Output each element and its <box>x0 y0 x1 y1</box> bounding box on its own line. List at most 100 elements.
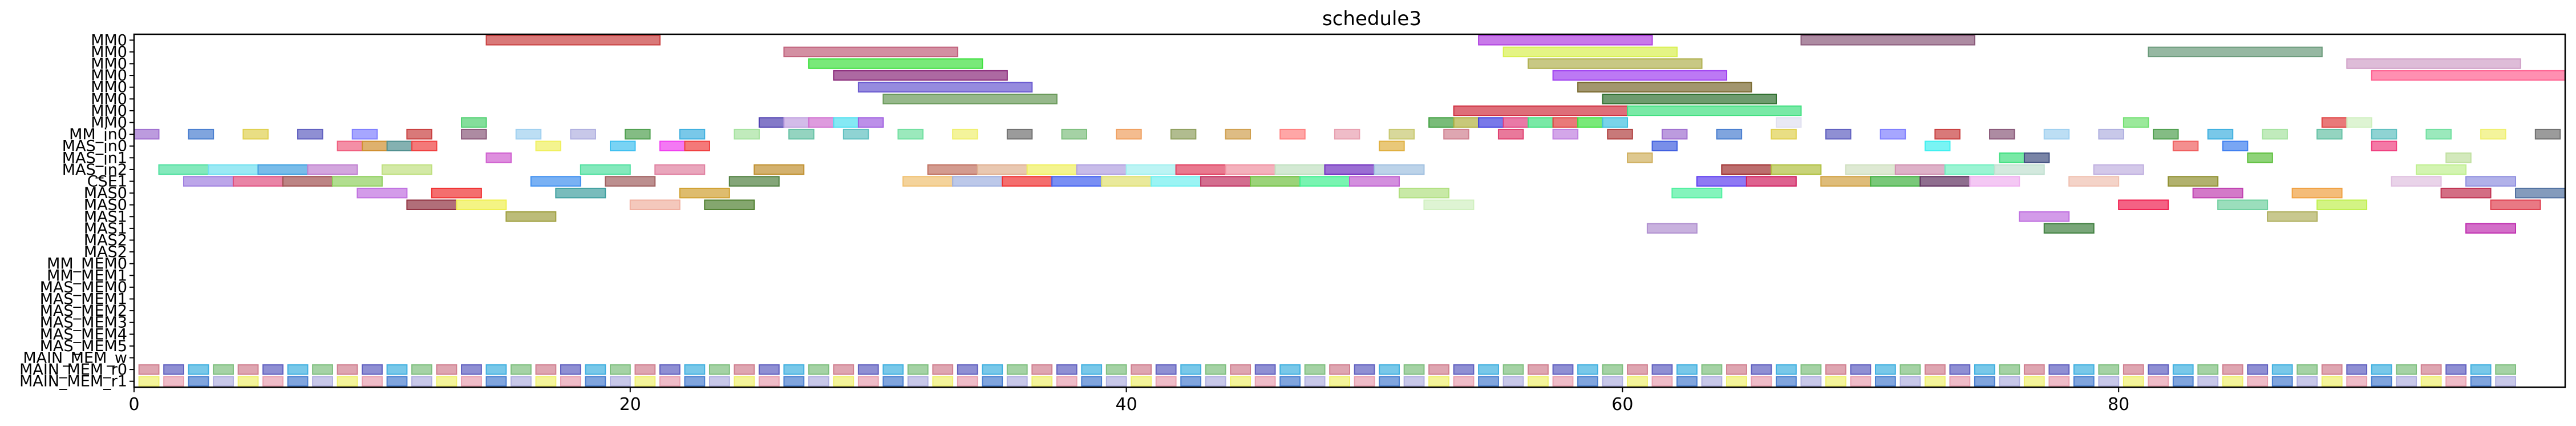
memory-bar <box>2470 376 2492 387</box>
memory-bar <box>1279 364 1301 375</box>
memory-bar <box>1155 364 1177 375</box>
schedule-bar <box>1528 117 1554 128</box>
memory-bar <box>1776 376 1797 387</box>
memory-bar <box>2321 376 2343 387</box>
schedule-bar <box>2023 152 2050 163</box>
schedule-bar <box>808 58 983 69</box>
schedule-bar <box>1200 176 1251 187</box>
memory-bar <box>734 364 755 375</box>
x-tick-label: 20 <box>619 395 641 415</box>
memory-bar <box>1602 364 1623 375</box>
schedule-bar <box>1502 117 1529 128</box>
memory-bar <box>783 376 805 387</box>
row-label: MAS2 <box>84 232 127 250</box>
memory-bar <box>262 364 283 375</box>
schedule-bar <box>734 128 760 140</box>
memory-bar <box>957 376 978 387</box>
schedule-bar <box>2043 223 2095 234</box>
memory-bar <box>585 376 606 387</box>
memory-bar <box>1924 364 1946 375</box>
memory-bar <box>2073 364 2095 375</box>
memory-bar <box>1180 364 1202 375</box>
memory-bar <box>1304 376 1326 387</box>
schedule-bar <box>1577 117 1603 128</box>
schedule-bar <box>357 187 408 199</box>
schedule-bar <box>485 152 512 163</box>
schedule-bar <box>1334 128 1360 140</box>
memory-bar <box>2172 376 2194 387</box>
schedule-bar <box>2416 164 2467 175</box>
schedule-bar <box>2093 164 2144 175</box>
memory-bar <box>461 376 482 387</box>
memory-bar <box>2048 376 2070 387</box>
memory-bar <box>2098 364 2120 375</box>
schedule-bar <box>1061 128 1088 140</box>
row-label: MAS1 <box>84 208 127 226</box>
schedule-bar <box>952 128 978 140</box>
schedule-bar <box>386 140 413 151</box>
memory-bar <box>1577 376 1598 387</box>
memory-bar <box>287 376 309 387</box>
schedule-bar <box>1870 176 1921 187</box>
schedule-bar <box>605 176 656 187</box>
memory-bar <box>560 376 581 387</box>
schedule-bar <box>2207 128 2234 140</box>
memory-bar <box>1701 376 1723 387</box>
memory-bar <box>610 376 631 387</box>
memory-bar <box>138 376 160 387</box>
row-label: MM_in0 <box>69 126 127 143</box>
memory-bar <box>2495 364 2517 375</box>
schedule-bar <box>1279 128 1306 140</box>
schedule-bar <box>485 35 661 46</box>
memory-bar <box>708 364 730 375</box>
memory-bar <box>1850 364 1872 375</box>
memory-bar <box>411 376 432 387</box>
memory-bar <box>982 364 1003 375</box>
schedule-bar <box>282 176 333 187</box>
schedule-bar <box>1051 176 1103 187</box>
schedule-bar <box>2480 128 2506 140</box>
schedule-bar <box>2267 211 2318 222</box>
schedule-bar <box>1627 152 1653 163</box>
memory-bar <box>1105 364 1127 375</box>
memory-bar <box>1800 364 1822 375</box>
memory-bar <box>337 376 358 387</box>
memory-bar <box>2222 364 2243 375</box>
schedule-bar <box>1299 176 1351 187</box>
schedule-bar <box>1999 152 2025 163</box>
memory-bar <box>1528 364 1549 375</box>
schedule-bar <box>331 176 383 187</box>
schedule-bar <box>1627 105 1802 116</box>
ticks-layer <box>129 39 2120 392</box>
schedule-bar <box>2118 199 2169 210</box>
schedule-bar <box>2172 140 2199 151</box>
memory-bar <box>610 364 631 375</box>
memory-bar <box>1354 376 1375 387</box>
schedule-bar <box>2153 128 2179 140</box>
schedule-bar <box>952 176 1003 187</box>
schedule-bar <box>843 128 869 140</box>
schedule-bar <box>882 94 1058 105</box>
schedule-bar <box>1225 164 1276 175</box>
memory-bar <box>1974 364 1995 375</box>
memory-bar <box>436 364 457 375</box>
memory-bar <box>1131 364 1152 375</box>
memory-bar <box>1627 376 1648 387</box>
row-label: MAIN_MEM_r1 <box>19 373 127 391</box>
schedule-bar <box>580 164 631 175</box>
memory-bar <box>2123 376 2144 387</box>
schedule-bar <box>1552 128 1579 140</box>
memory-bar <box>1502 364 1524 375</box>
memory-bar <box>982 376 1003 387</box>
row-label: MAS_MEM2 <box>40 302 127 320</box>
memory-bar <box>1751 376 1772 387</box>
schedule-bar <box>2371 128 2397 140</box>
memory-bar <box>237 364 259 375</box>
memory-bar <box>312 376 333 387</box>
memory-bar <box>1006 376 1028 387</box>
row-label: MAS0 <box>84 196 127 214</box>
row-label: MAS_in1 <box>62 149 127 167</box>
memory-bar <box>535 364 557 375</box>
memory-bar <box>188 364 209 375</box>
schedule-bar <box>1478 117 1504 128</box>
